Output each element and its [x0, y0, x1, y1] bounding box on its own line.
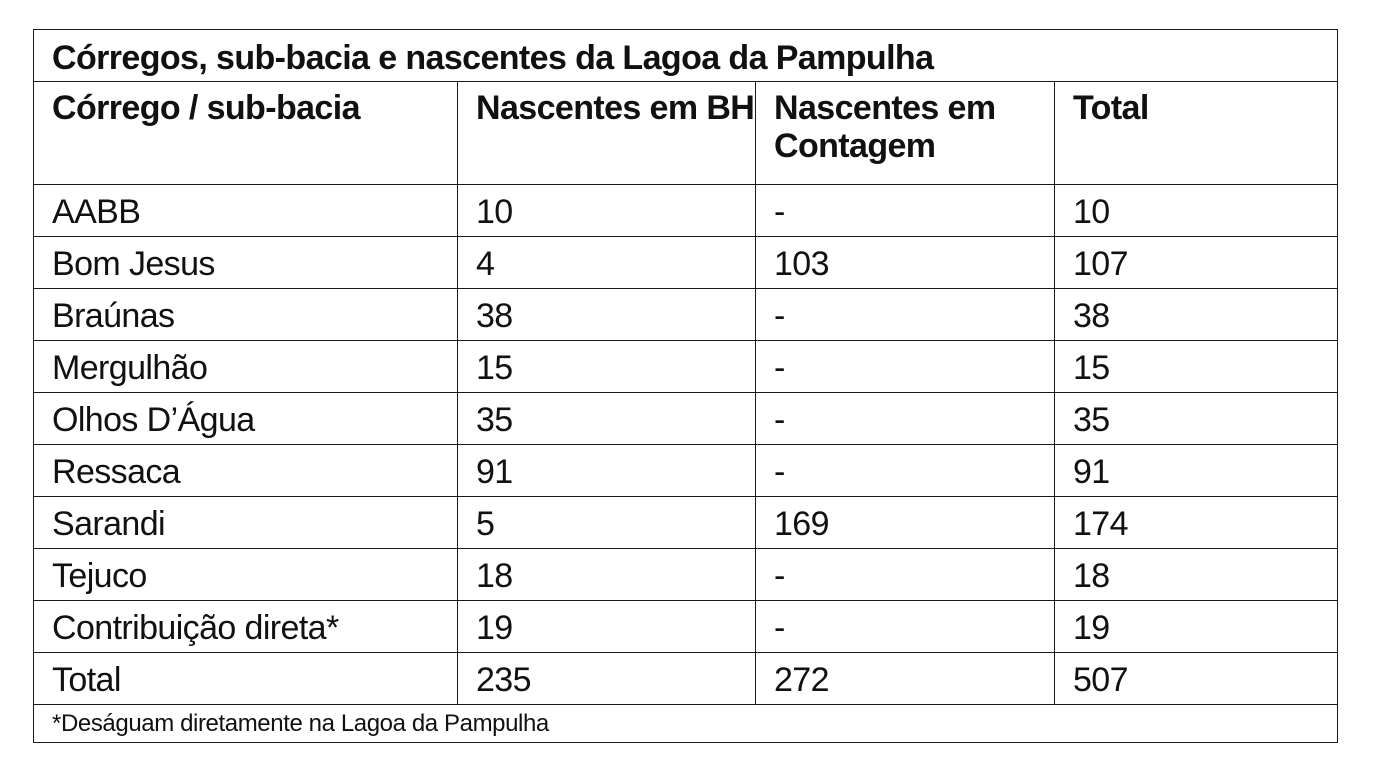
table-row: Mergulhão 15-15	[33, 340, 1339, 393]
cell-stream: Bom Jesus	[33, 236, 458, 289]
cell-stream: Tejuco	[33, 548, 458, 601]
table-header-row: Córrego / sub-bacia Nascentes em BH Nasc…	[33, 81, 1339, 185]
cell-springs-bh: 19	[457, 600, 756, 653]
header-cell-stream: Córrego / sub-bacia	[33, 81, 458, 185]
cell-total: 507	[1053, 652, 1339, 705]
table-row: Braúnas 38-38	[33, 288, 1339, 341]
table-row: Bom Jesus 4 103 107	[33, 236, 1339, 289]
table-title-row: Córregos, sub-bacia e nascentes da Lagoa…	[32, 29, 1339, 82]
springs-table: Córregos, sub-bacia e nascentes da Lagoa…	[32, 29, 1339, 743]
cell-springs-contagem: -	[755, 392, 1055, 445]
footnote-row: *Deságuam diretamente na Lagoa da Pampul…	[32, 704, 1339, 743]
cell-total: 10	[1053, 184, 1339, 237]
cell-springs-contagem: -	[755, 288, 1055, 341]
cell-springs-bh: 10	[457, 184, 756, 237]
cell-springs-bh: 5	[457, 496, 756, 549]
cell-springs-bh: 91	[457, 444, 756, 497]
cell-springs-contagem: -	[755, 444, 1055, 497]
cell-springs-contagem: -	[755, 340, 1055, 393]
header-cell-springs-contagem: Nascentes em Contagem	[755, 81, 1055, 185]
cell-total: 15	[1053, 340, 1339, 393]
cell-stream: Sarandi	[33, 496, 458, 549]
header-cell-total: Total	[1053, 81, 1339, 185]
cell-total: 38	[1053, 288, 1339, 341]
cell-springs-bh: 35	[457, 392, 756, 445]
cell-stream: Braúnas	[33, 288, 458, 341]
cell-total: 107	[1053, 236, 1339, 289]
cell-springs-contagem: -	[755, 184, 1055, 237]
cell-springs-bh: 15	[457, 340, 756, 393]
cell-stream: Mergulhão	[33, 340, 458, 393]
table-title: Córregos, sub-bacia e nascentes da Lagoa…	[32, 29, 1339, 82]
cell-total: 18	[1053, 548, 1339, 601]
table-row: Sarandi 5 169 174	[33, 496, 1339, 549]
header-cell-springs-bh: Nascentes em BH	[457, 81, 756, 185]
table-row: Total 235 272 507	[33, 652, 1339, 705]
table-row: AABB 10-10	[33, 184, 1339, 237]
cell-springs-bh: 38	[457, 288, 756, 341]
table-row: Olhos D’Água 35-35	[33, 392, 1339, 445]
cell-springs-contagem: 169	[755, 496, 1055, 549]
cell-springs-contagem: 272	[755, 652, 1055, 705]
cell-total: 174	[1053, 496, 1339, 549]
cell-springs-contagem: 103	[755, 236, 1055, 289]
cell-total: 35	[1053, 392, 1339, 445]
cell-springs-contagem: -	[755, 600, 1055, 653]
table-row: Contribuição direta* 19-19	[33, 600, 1339, 653]
cell-springs-bh: 4	[457, 236, 756, 289]
cell-stream: Total	[33, 652, 458, 705]
cell-springs-bh: 18	[457, 548, 756, 601]
cell-stream: Contribuição direta*	[33, 600, 458, 653]
table-row: Tejuco 18-18	[33, 548, 1339, 601]
cell-springs-bh: 235	[457, 652, 756, 705]
table-footnote: *Deságuam diretamente na Lagoa da Pampul…	[32, 704, 1339, 743]
cell-total: 19	[1053, 600, 1339, 653]
cell-springs-contagem: -	[755, 548, 1055, 601]
table-row: Ressaca 91-91	[33, 444, 1339, 497]
cell-stream: Ressaca	[33, 444, 458, 497]
cell-total: 91	[1053, 444, 1339, 497]
cell-stream: Olhos D’Água	[33, 392, 458, 445]
cell-stream: AABB	[33, 184, 458, 237]
table-body: AABB 10-10 Bom Jesus 4 103 107 Braúnas 38-38 Mer…	[33, 184, 1339, 705]
